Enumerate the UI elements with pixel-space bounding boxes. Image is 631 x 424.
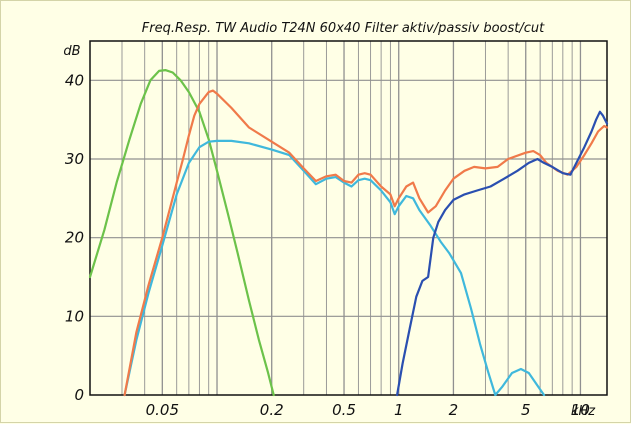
- series-line-3: [123, 89, 609, 397]
- x-tick-label: 0.05: [146, 401, 179, 419]
- y-tick-label: 10: [65, 307, 84, 325]
- x-tick-label: 2: [449, 401, 459, 419]
- x-tick-label: 10: [571, 401, 590, 419]
- x-tick-label: 5: [521, 401, 531, 419]
- series-group: [88, 69, 609, 397]
- x-axis-label: kHz: [571, 404, 596, 419]
- y-tick-label: 20: [65, 229, 84, 247]
- series-line-2: [123, 139, 546, 397]
- series-line-1: [88, 69, 275, 397]
- series-line-4: [396, 110, 609, 397]
- chart-title: Freq.Resp. TW Audio T24N 60x40 Filter ak…: [142, 21, 545, 36]
- x-ticks: 0.05 0.2 0.5 1 2 5 10: [146, 401, 590, 419]
- plot-border: [89, 40, 608, 396]
- x-tick-label: 0.5: [332, 401, 356, 419]
- y-tick-label: 0: [74, 386, 84, 404]
- y-tick-label: 40: [65, 71, 84, 89]
- y-ticks: 0 10 20 30 40: [65, 71, 84, 404]
- grid: [90, 41, 607, 395]
- y-tick-label: 30: [65, 150, 84, 168]
- x-tick-label: 0.2: [260, 401, 284, 419]
- x-tick-label: 1: [394, 401, 404, 419]
- y-axis-label: dB: [63, 44, 80, 59]
